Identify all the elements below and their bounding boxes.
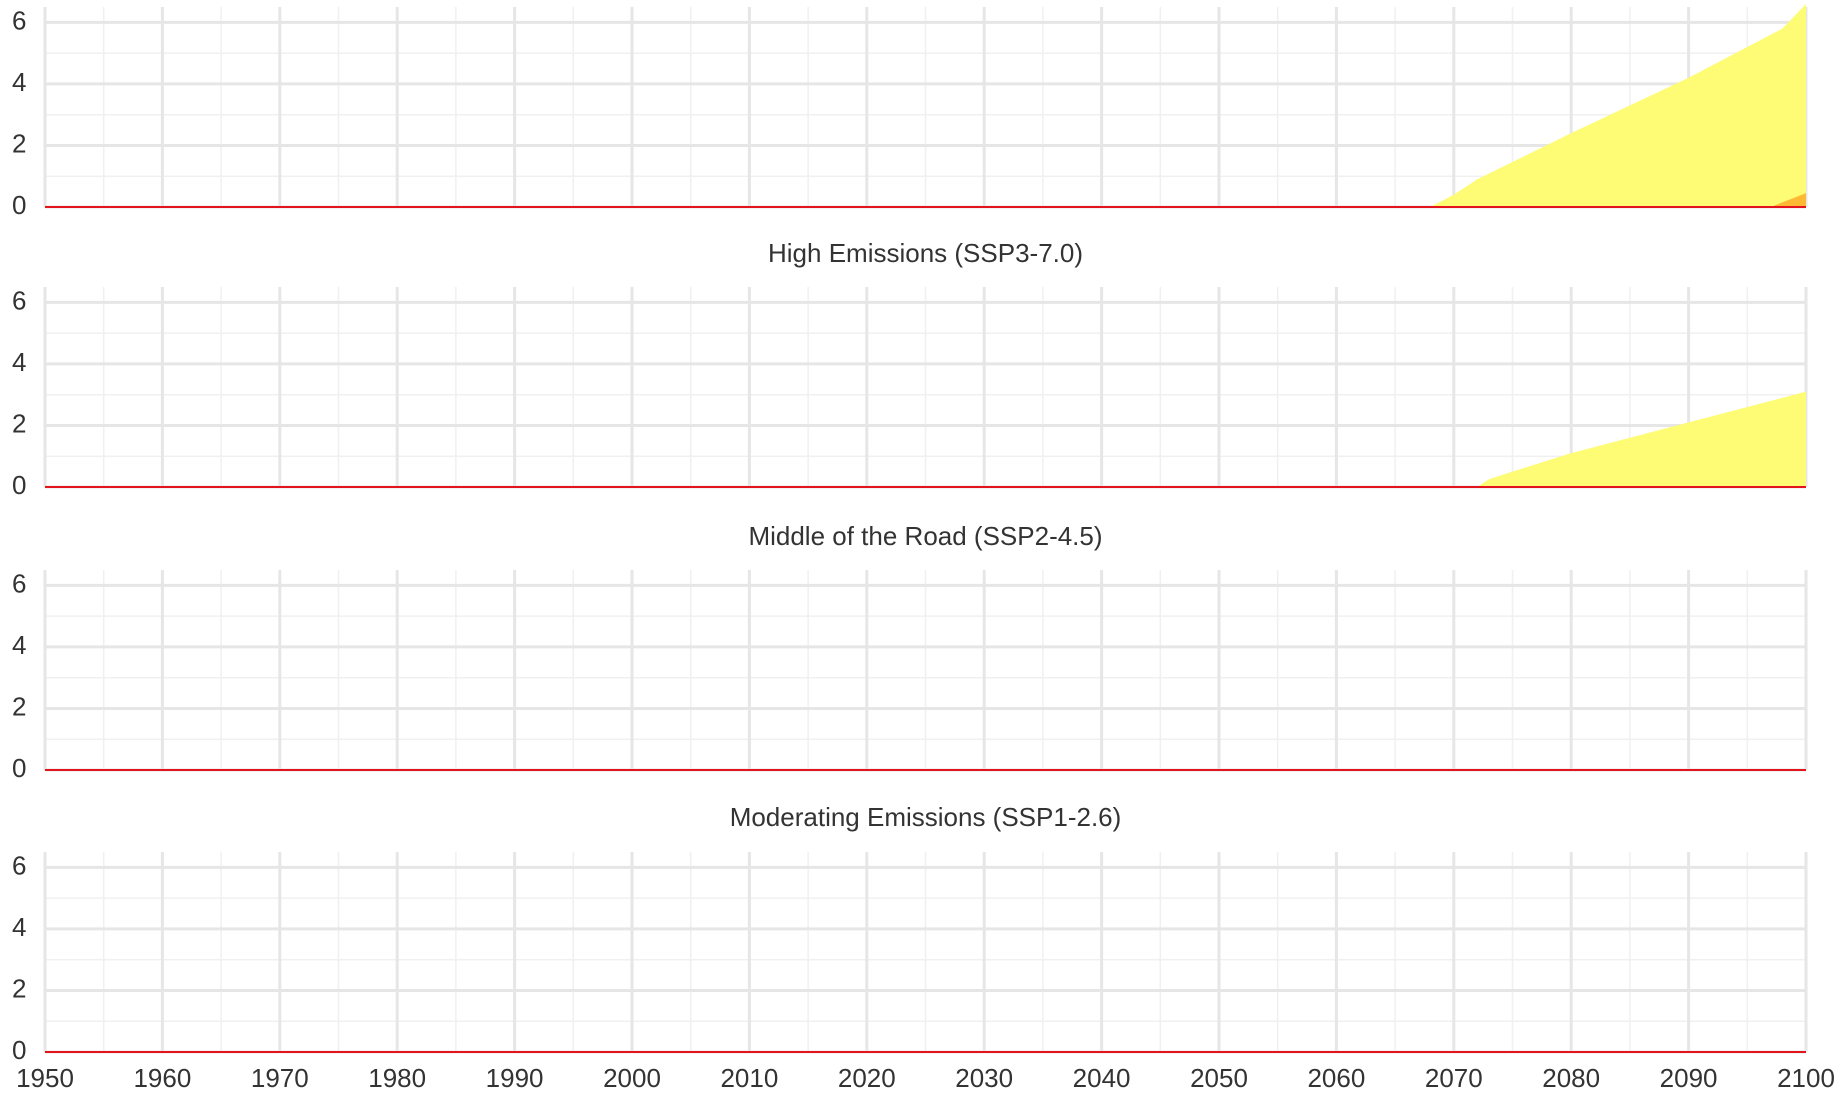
y-tick-label: 2 [12, 128, 26, 158]
area [45, 391, 1806, 487]
x-tick-label: 2100 [1777, 1063, 1835, 1093]
y-tick-label: 4 [12, 67, 26, 97]
x-tick-label: 1990 [486, 1063, 544, 1093]
area [45, 3, 1806, 207]
x-tick-label: 2020 [838, 1063, 896, 1093]
y-tick-label: 0 [12, 470, 26, 500]
chart-title: High Emissions (SSP3-7.0) [768, 238, 1083, 268]
y-tick-label: 6 [12, 285, 26, 315]
x-tick-label: 2040 [1073, 1063, 1131, 1093]
x-tick-label: 1960 [133, 1063, 191, 1093]
chart-title: Moderating Emissions (SSP1-2.6) [730, 802, 1122, 832]
x-tick-label: 2030 [955, 1063, 1013, 1093]
y-tick-label: 2 [12, 408, 26, 438]
x-tick-label: 1970 [251, 1063, 309, 1093]
y-tick-label: 4 [12, 347, 26, 377]
x-tick-label: 2010 [720, 1063, 778, 1093]
y-tick-label: 4 [12, 630, 26, 660]
y-tick-label: 2 [12, 973, 26, 1003]
x-tick-label: 1980 [368, 1063, 426, 1093]
y-tick-label: 4 [12, 912, 26, 942]
x-tick-label: 2050 [1190, 1063, 1248, 1093]
x-tick-label: 1950 [16, 1063, 74, 1093]
x-tick-label: 2000 [603, 1063, 661, 1093]
x-tick-label: 2070 [1425, 1063, 1483, 1093]
y-tick-label: 6 [12, 5, 26, 35]
chart-title: Middle of the Road (SSP2-4.5) [748, 521, 1102, 551]
y-tick-label: 2 [12, 691, 26, 721]
y-tick-label: 0 [12, 190, 26, 220]
y-tick-label: 6 [12, 568, 26, 598]
x-tick-label: 2090 [1660, 1063, 1718, 1093]
x-tick-label: 2080 [1542, 1063, 1600, 1093]
y-tick-label: 0 [12, 753, 26, 783]
y-tick-label: 6 [12, 850, 26, 880]
x-tick-label: 2060 [1307, 1063, 1365, 1093]
y-tick-label: 0 [12, 1035, 26, 1065]
